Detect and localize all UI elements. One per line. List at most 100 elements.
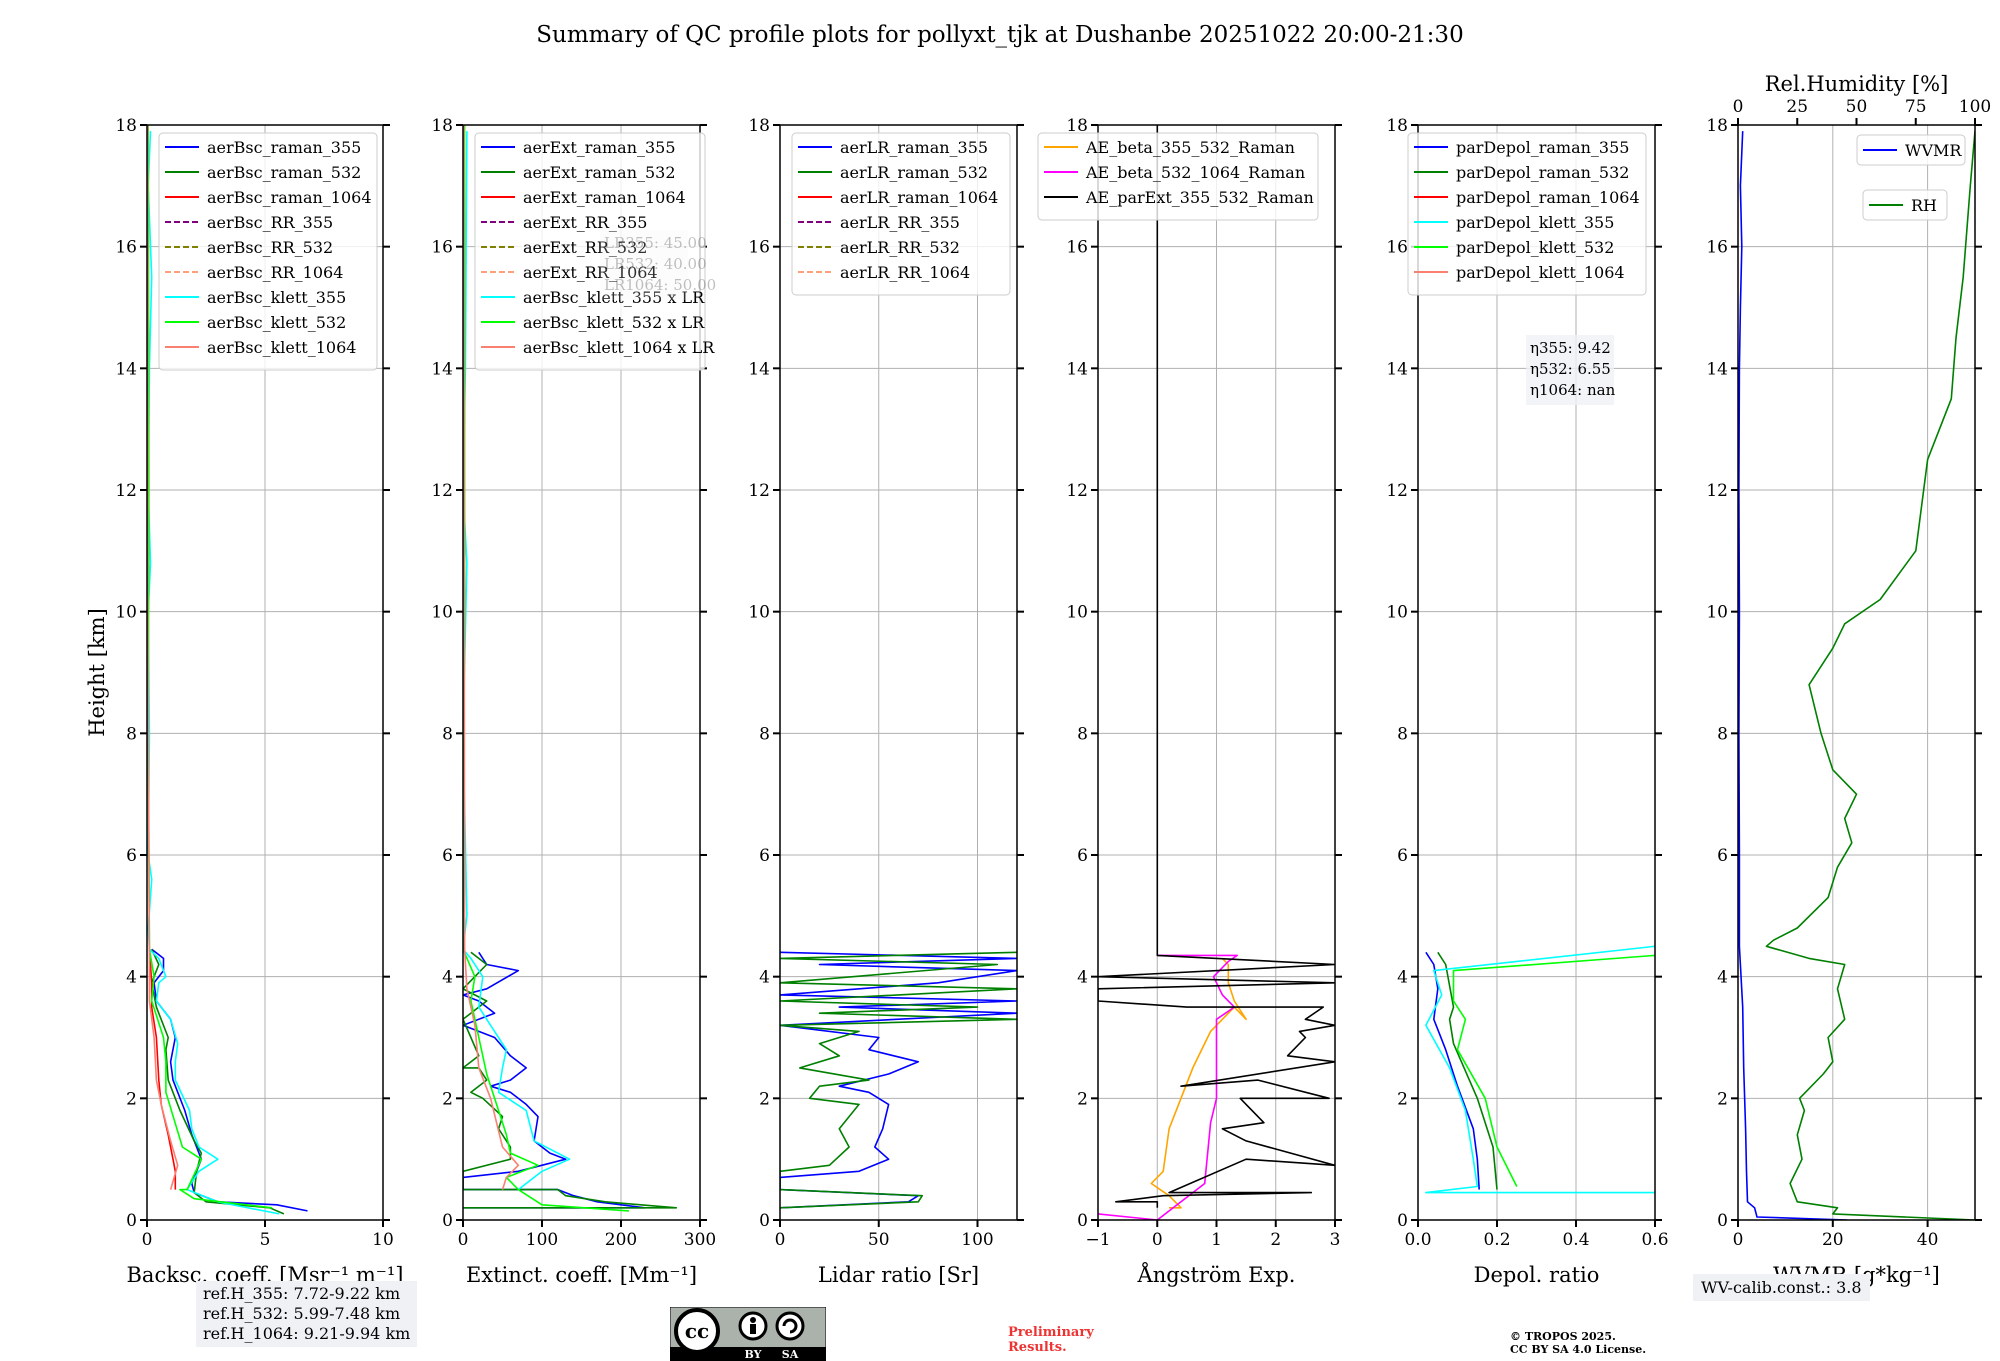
y-tick-label: 4 <box>759 968 770 988</box>
y-tick-label: 16 <box>1066 238 1088 258</box>
sa-icon <box>775 1311 805 1341</box>
copyright-note: © TROPOS 2025. CC BY SA 4.0 License. <box>1510 1330 1646 1356</box>
y-tick-label: 18 <box>1066 116 1088 136</box>
x-top-tick-label: 50 <box>1846 97 1868 117</box>
y-tick-label: 2 <box>1077 1089 1088 1109</box>
x-tick-label: 0 <box>1152 1230 1163 1250</box>
x-top-tick-label: 25 <box>1786 97 1808 117</box>
x-tick-label: 200 <box>605 1230 637 1250</box>
preliminary-line-2: Results. <box>1008 1340 1067 1355</box>
x-tick-label: 0.2 <box>1483 1230 1510 1250</box>
y-tick-label: 18 <box>748 116 770 136</box>
legend-label: aerLR_raman_1064 <box>840 188 998 207</box>
series-line-parDepol-klett-355 <box>1425 945 1655 1194</box>
series-group <box>1098 125 1335 1220</box>
y-tick-label: 6 <box>442 846 453 866</box>
cc-icon <box>674 1308 720 1354</box>
figure-title: Summary of QC profile plots for pollyxt_… <box>536 22 1464 48</box>
legend-label: aerLR_RR_532 <box>840 238 960 257</box>
copyright-line-2: CC BY SA 4.0 License. <box>1510 1343 1647 1356</box>
annotation-box: η355: 9.42 η532: 6.55 η1064: nan <box>1526 335 1616 405</box>
y-tick-label: 8 <box>442 724 453 744</box>
cc-by-sa-badge: cc BY SA <box>670 1307 826 1361</box>
y-tick-label: 8 <box>126 724 137 744</box>
legend-label: parDepol_raman_1064 <box>1456 188 1640 207</box>
series-line-aerBsc-klett-532-x-LR <box>463 125 629 1212</box>
x-tick-label: 100 <box>526 1230 558 1250</box>
x-tick-label: 0 <box>1733 1230 1744 1250</box>
x-tick-label: 0.4 <box>1562 1230 1589 1250</box>
legend-label: aerBsc_klett_532 <box>207 313 346 332</box>
legend-label: aerBsc_raman_1064 <box>207 188 372 207</box>
legend-label: parDepol_raman_355 <box>1456 138 1629 157</box>
x-tick-label: 100 <box>961 1230 993 1250</box>
y-tick-label: 8 <box>1397 724 1408 744</box>
x-top-tick-label: 0 <box>1733 97 1744 117</box>
y-tick-label: 14 <box>1066 359 1088 379</box>
svg-text:cc: cc <box>685 1319 709 1343</box>
y-tick-label: 6 <box>1717 846 1728 866</box>
y-tick-label: 14 <box>431 359 453 379</box>
legend: aerLR_raman_355 aerLR_raman_532 aerLR_rama… <box>791 132 1011 296</box>
x-tick-label: 0 <box>458 1230 469 1250</box>
reference-height-box: ref.H_355: 7.72-9.22 km ref.H_532: 5.99-… <box>196 1281 418 1347</box>
y-tick-label: 12 <box>431 481 453 501</box>
legend-label: parDepol_klett_355 <box>1456 213 1614 232</box>
x-tick-label: 40 <box>1917 1230 1939 1250</box>
x-tick-label: 0.6 <box>1641 1230 1668 1250</box>
annotation-box: LR355: 45.00 LR532: 40.00 LR1064: 50.00 <box>600 230 716 300</box>
legend-box <box>791 132 1011 296</box>
x-tick-label: 0 <box>775 1230 786 1250</box>
x-tick-label: 20 <box>1822 1230 1844 1250</box>
series-group <box>1425 945 1655 1194</box>
y-tick-label: 0 <box>759 1211 770 1231</box>
y-tick-label: 0 <box>1077 1211 1088 1231</box>
y-tick-label: 18 <box>1706 116 1728 136</box>
series-group <box>780 951 1017 1209</box>
axes-frame <box>1417 124 1656 1221</box>
legend-label: parDepol_klett_1064 <box>1456 263 1625 282</box>
axes-frame <box>1737 124 1976 1221</box>
series-line-aerLR-raman-532 <box>780 951 1017 1209</box>
y-tick-label: 2 <box>1397 1089 1408 1109</box>
x-axis-label: Extinct. coeff. [Mm⁻¹] <box>466 1263 697 1287</box>
axes-frame <box>779 124 1018 1221</box>
ref-height-1064: ref.H_1064: 9.21-9.94 km <box>203 1324 411 1343</box>
legend-label: aerBsc_raman_355 <box>207 138 361 157</box>
legend-label: aerExt_raman_1064 <box>523 188 686 207</box>
y-tick-label: 8 <box>1077 724 1088 744</box>
series-line-parDepol-raman-532 <box>1437 951 1498 1190</box>
legend-label: aerBsc_RR_355 <box>207 213 333 232</box>
annotation-text: LR1064: 50.00 <box>604 276 716 294</box>
preliminary-line-1: Preliminary <box>1008 1325 1094 1340</box>
legend-label: RH <box>1911 196 1937 215</box>
series-group <box>147 125 308 1215</box>
series-line-AE-beta-355-532-Raman <box>1150 957 1247 1209</box>
legend-box <box>1037 132 1319 221</box>
legend-label: aerLR_raman_355 <box>840 138 988 157</box>
legend-label: aerLR_raman_532 <box>840 163 988 182</box>
series-line-aerLR-raman-355 <box>780 951 1017 1209</box>
y-tick-label: 2 <box>442 1089 453 1109</box>
legend-label: aerBsc_klett_1064 <box>207 338 356 357</box>
ref-height-355: ref.H_355: 7.72-9.22 km <box>203 1284 401 1303</box>
y-tick-label: 10 <box>115 603 137 623</box>
legend-label: aerBsc_raman_532 <box>207 163 361 182</box>
y-tick-label: 12 <box>748 481 770 501</box>
y-tick-label: 6 <box>126 846 137 866</box>
legend-label: WVMR <box>1905 141 1962 160</box>
annotation-text: η532: 6.55 <box>1530 360 1611 378</box>
legend-box <box>474 132 706 371</box>
series-group <box>463 125 678 1212</box>
legend-label: aerBsc_RR_532 <box>207 238 333 257</box>
y-tick-label: 8 <box>1717 724 1728 744</box>
y-tick-label: 2 <box>126 1089 137 1109</box>
series-line-aerExt-raman-355 <box>463 951 646 1209</box>
x-top-axis-label: Rel.Humidity [%] <box>1765 72 1949 96</box>
legend: aerExt_raman_355 aerExt_raman_532 aerExt_r… <box>474 132 715 371</box>
legend-label: AE_parExt_355_532_Raman <box>1085 188 1314 207</box>
y-tick-label: 10 <box>431 603 453 623</box>
annotation-text: η355: 9.42 <box>1530 339 1611 357</box>
legend: aerBsc_raman_355 aerBsc_raman_532 aerBsc_r… <box>158 132 378 371</box>
